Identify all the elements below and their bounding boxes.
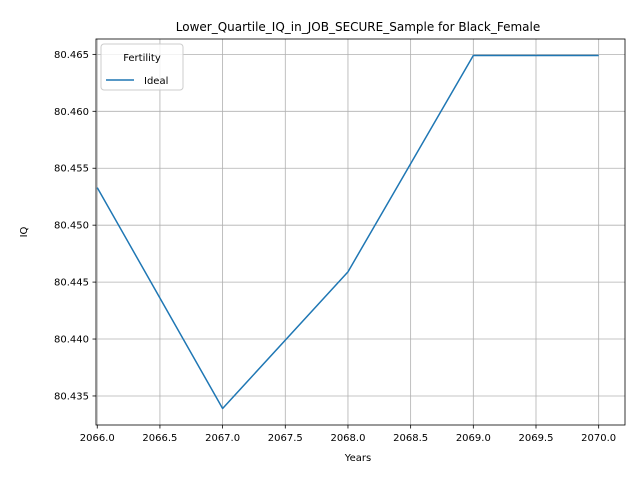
x-tick-label: 2068.5 [393, 433, 428, 444]
grid-lines [96, 39, 625, 425]
y-axis-ticks: 80.435 80.440 80.445 80.450 80.455 80.460 80.4… [54, 50, 96, 402]
x-tick-label: 2068.0 [330, 433, 365, 444]
x-tick-label: 2069.0 [456, 433, 491, 444]
y-axis-label: IQ [19, 226, 30, 237]
x-tick-label: 2067.0 [205, 433, 240, 444]
x-axis-label: Years [344, 453, 371, 464]
x-tick-label: 2067.5 [268, 433, 303, 444]
y-tick-label: 80.440 [54, 335, 89, 346]
legend: Fertility Ideal [100, 43, 184, 91]
legend-box [100, 43, 184, 91]
y-tick-label: 80.460 [54, 107, 89, 118]
x-tick-label: 2066.0 [80, 433, 115, 444]
y-tick-label: 80.465 [54, 50, 89, 61]
x-tick-label: 2070.0 [581, 433, 616, 444]
legend-title: Fertility [123, 53, 161, 64]
y-tick-label: 80.435 [54, 391, 89, 402]
series-lines [96, 54, 599, 410]
chart-title: Lower_Quartile_IQ_in_JOB_SECURE_Sample f… [176, 20, 540, 34]
x-axis-ticks: 2066.0 2066.5 2067.0 2067.5 2068.0 2068.5 2069… [80, 425, 616, 444]
y-tick-label: 80.455 [54, 164, 89, 175]
x-tick-label: 2069.5 [518, 433, 553, 444]
y-tick-label: 80.450 [54, 221, 89, 232]
plot-frame [95, 38, 626, 426]
x-tick-label: 2066.5 [142, 433, 177, 444]
y-tick-label: 80.445 [54, 278, 89, 289]
legend-label-ideal: Ideal [144, 76, 168, 87]
